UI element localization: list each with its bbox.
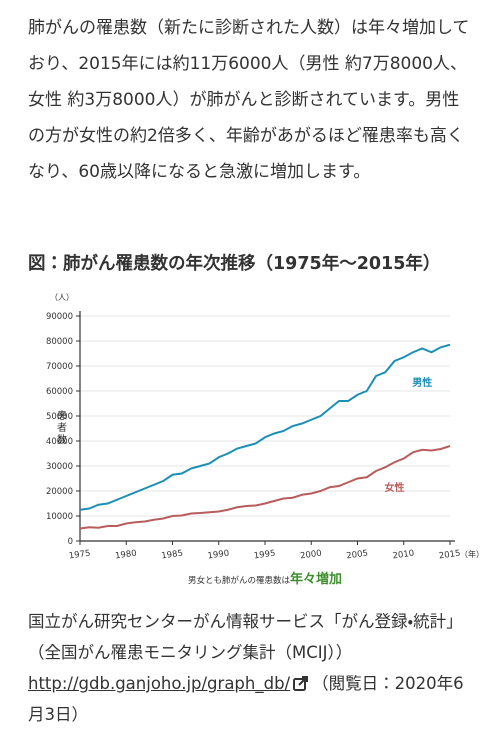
y-tick-label: 80000 — [46, 337, 73, 347]
y-tick-label: 10000 — [46, 512, 73, 522]
y-tick-label: 90000 — [46, 312, 73, 322]
x-tick-label: 1995 — [253, 549, 276, 562]
y-tick-label: 70000 — [46, 362, 73, 372]
x-tick-label: 2005 — [346, 549, 369, 562]
annotation-emphasis: 年々増加 — [290, 571, 342, 587]
y-tick-label: 50000 — [46, 412, 73, 422]
x-tick-label: 2000 — [300, 549, 323, 562]
y-unit: （人） — [50, 293, 74, 302]
figure-title: 図：肺がん罹患数の年次推移（1975年〜2015年） — [28, 254, 441, 274]
x-tick-label: 1980 — [115, 549, 138, 562]
external-link-icon — [293, 676, 309, 691]
y-axis-label: 患者数 — [55, 410, 67, 446]
y-tick-label: 30000 — [46, 462, 73, 472]
source-link[interactable]: http://gdb.ganjoho.jp/graph_db/ — [28, 674, 291, 693]
accessed-date: （閲覧日：2020年6月3日） — [28, 674, 464, 724]
y-tick-label: 60000 — [46, 387, 73, 397]
series-label: 女性 — [385, 481, 405, 494]
x-tick-label: 2010 — [392, 549, 415, 562]
x-tick-label: 1990 — [207, 549, 230, 562]
x-unit: （年） — [460, 549, 484, 559]
y-tick-label: 20000 — [46, 487, 73, 497]
series-line — [79, 445, 451, 530]
body-text: 肺がんの罹患数（新たに診断された人数）は年々増加しており、2015年には約11万… — [28, 18, 470, 182]
annotation: 男女とも肺がんの罹患数は年々増加 — [188, 571, 342, 587]
chart: 0 10000 20000 30000 40000 50000 60000 70000 8000… — [46, 293, 484, 587]
annotation-text: 男女とも肺がんの罹患数は — [188, 575, 291, 586]
x-tick-label: 2015 — [438, 549, 461, 562]
caption: 国立がん研究センターがん情報サービス「がん登録・統計」（全国がん罹患モニタリング… — [28, 606, 478, 730]
y-tick-label: 0 — [68, 537, 73, 547]
series-label: 男性 — [412, 376, 432, 389]
y-tick-label: 40000 — [46, 437, 73, 447]
x-tick-label: 1985 — [161, 549, 184, 562]
source: 国立がん研究センターがん情報サービス「がん登録・統計」（全国がん罹患モニタリング… — [28, 612, 463, 662]
series-line — [79, 343, 451, 511]
x-tick-label: 1975 — [68, 549, 91, 562]
